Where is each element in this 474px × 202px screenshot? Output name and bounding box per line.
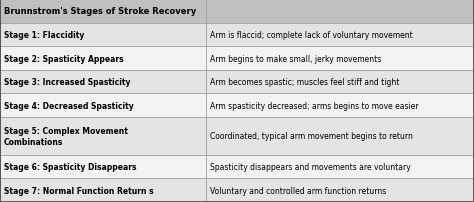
Bar <box>206 70 474 94</box>
Bar <box>206 23 474 47</box>
Bar <box>0 23 206 47</box>
Text: Stage 1: Flaccidity: Stage 1: Flaccidity <box>4 31 84 40</box>
Text: Arm begins to make small, jerky movements: Arm begins to make small, jerky movement… <box>210 54 381 63</box>
Bar <box>0 47 206 70</box>
Bar <box>0 117 206 155</box>
Text: Brunnstrom's Stages of Stroke Recovery: Brunnstrom's Stages of Stroke Recovery <box>4 7 196 16</box>
Text: Arm is flaccid; complete lack of voluntary movement: Arm is flaccid; complete lack of volunta… <box>210 31 413 40</box>
Bar <box>0 155 206 179</box>
Bar <box>206 155 474 179</box>
Text: Stage 5: Complex Movement
Combinations: Stage 5: Complex Movement Combinations <box>4 126 128 147</box>
Text: Stage 4: Decreased Spasticity: Stage 4: Decreased Spasticity <box>4 101 134 110</box>
Text: Stage 7: Normal Function Return s: Stage 7: Normal Function Return s <box>4 186 154 195</box>
Bar <box>206 94 474 117</box>
Text: Stage 3: Increased Spasticity: Stage 3: Increased Spasticity <box>4 78 130 87</box>
Bar <box>206 117 474 155</box>
Text: Stage 6: Spasticity Disappears: Stage 6: Spasticity Disappears <box>4 162 137 171</box>
Bar <box>206 0 474 23</box>
Text: Arm becomes spastic; muscles feel stiff and tight: Arm becomes spastic; muscles feel stiff … <box>210 78 400 87</box>
Text: Spasticity disappears and movements are voluntary: Spasticity disappears and movements are … <box>210 162 411 171</box>
Bar <box>0 94 206 117</box>
Bar <box>0 70 206 94</box>
Text: Voluntary and controlled arm function returns: Voluntary and controlled arm function re… <box>210 186 386 195</box>
Bar <box>0 0 206 23</box>
Bar <box>206 47 474 70</box>
Text: Coordinated, typical arm movement begins to return: Coordinated, typical arm movement begins… <box>210 132 413 141</box>
Bar <box>0 179 206 202</box>
Text: Arm spasticity decreased; arms begins to move easier: Arm spasticity decreased; arms begins to… <box>210 101 419 110</box>
Bar <box>206 179 474 202</box>
Text: Stage 2: Spasticity Appears: Stage 2: Spasticity Appears <box>4 54 123 63</box>
